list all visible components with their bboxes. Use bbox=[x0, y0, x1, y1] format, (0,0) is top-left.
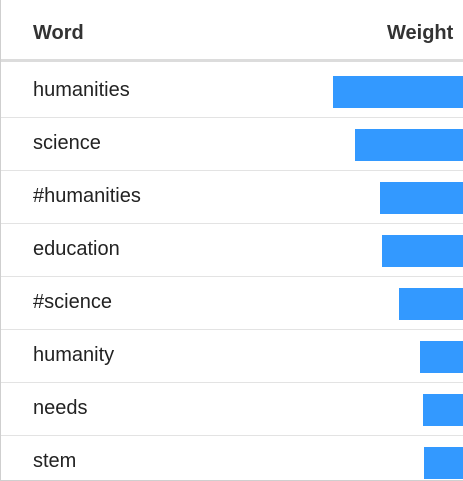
weight-bar bbox=[333, 76, 463, 108]
column-header-word[interactable]: Word bbox=[33, 22, 84, 44]
column-header-weight[interactable]: Weight bbox=[387, 22, 454, 44]
weight-bar bbox=[420, 341, 463, 373]
weight-bar bbox=[355, 129, 463, 161]
table-row: education bbox=[1, 224, 463, 277]
table-row: #science bbox=[1, 277, 463, 330]
table-row: humanities bbox=[1, 65, 463, 118]
weight-bar bbox=[382, 235, 463, 267]
word-cell: science bbox=[33, 132, 101, 154]
word-cell: stem bbox=[33, 450, 77, 472]
table-row: #humanities bbox=[1, 171, 463, 224]
weight-bar bbox=[380, 182, 463, 214]
word-cell: #humanities bbox=[33, 185, 141, 207]
weight-bar bbox=[399, 288, 463, 320]
table-row: science bbox=[1, 118, 463, 171]
word-cell: humanity bbox=[33, 344, 115, 366]
table-header: Word Weight bbox=[1, 0, 463, 62]
table-row: stem bbox=[1, 436, 463, 480]
table-row: humanity bbox=[1, 330, 463, 383]
table-body: humanities science #humanities education #sc… bbox=[1, 65, 463, 480]
word-cell: #science bbox=[33, 291, 112, 313]
weight-bar bbox=[423, 394, 463, 426]
word-cell: needs bbox=[33, 397, 88, 419]
table-row: needs bbox=[1, 383, 463, 436]
weight-bar bbox=[424, 447, 463, 479]
word-cell: education bbox=[33, 238, 120, 260]
word-cell: humanities bbox=[33, 79, 130, 101]
